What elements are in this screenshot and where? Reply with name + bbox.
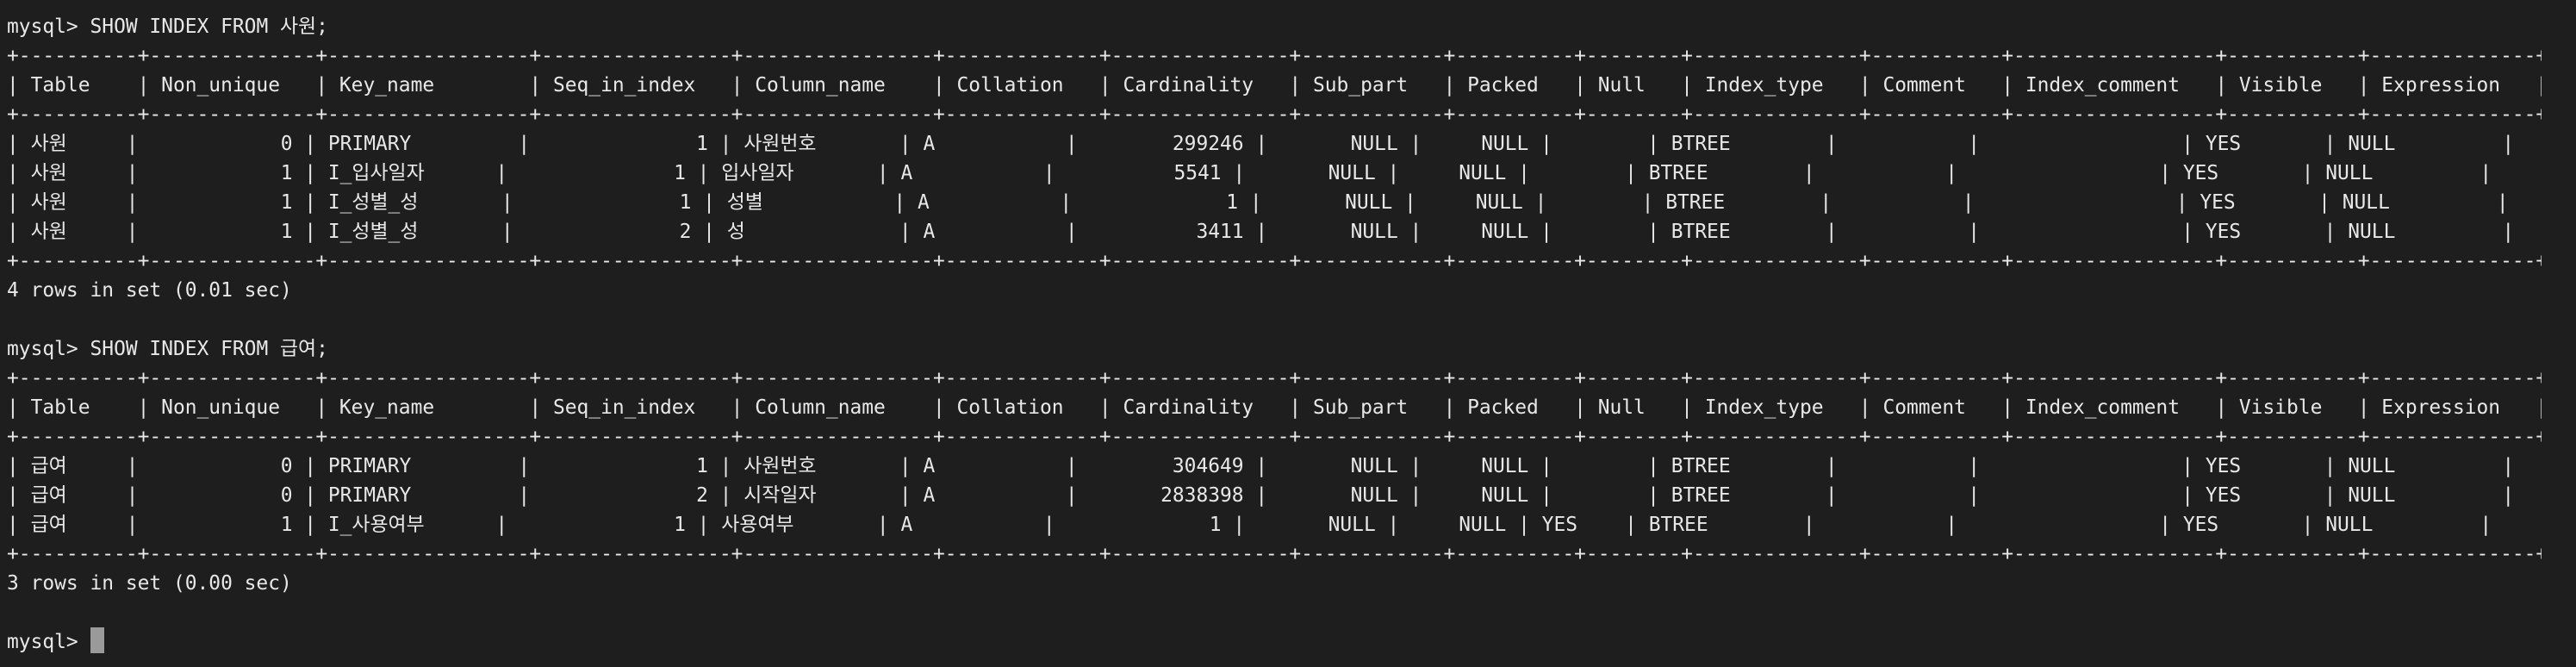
table-border: +----------+--------------+-------------… [7,426,2542,448]
text-cursor[interactable] [90,627,104,653]
table-row: | 사원 | 1 | I_입사일자 | 1 | 입사일자 | A | 5541 … [7,162,2492,184]
table-row: | 급여 | 0 | PRIMARY | 1 | 사원번호 | A | 3046… [7,455,2515,477]
table-row: | 급여 | 1 | I_사용여부 | 1 | 사용여부 | A | 1 | N… [7,514,2492,536]
input-line: mysql> [7,627,2542,657]
prompt: mysql> [7,16,78,38]
prompt: mysql> [7,338,78,360]
table-header: | Table | Non_unique | Key_name | Seq_in… [7,74,2542,97]
sql-command: SHOW INDEX FROM 급여; [90,338,328,360]
terminal-output: mysql> SHOW INDEX FROM 사원; +----------+--… [7,12,2542,657]
blank-line [7,598,2542,627]
table-row: | 사원 | 0 | PRIMARY | 1 | 사원번호 | A | 2992… [7,133,2515,155]
table-border: +----------+--------------+-------------… [7,45,2542,67]
table-row: | 사원 | 1 | I_성별_성 | 1 | 성별 | A | 1 | NUL… [7,191,2509,214]
result-summary: 3 rows in set (0.00 sec) [7,572,292,595]
sql-command: SHOW INDEX FROM 사원; [90,16,328,38]
table-border: +----------+--------------+-------------… [7,543,2542,565]
prompt: mysql> [7,631,78,653]
table-border: +----------+--------------+-------------… [7,367,2542,390]
command-line: mysql> SHOW INDEX FROM 사원; [7,12,2542,41]
result-summary: 4 rows in set (0.01 sec) [7,279,292,302]
table-border: +----------+--------------+-------------… [7,250,2542,272]
command-line: mysql> SHOW INDEX FROM 급여; [7,334,2542,364]
table-border: +----------+--------------+-------------… [7,103,2542,126]
blank-line [7,305,2542,334]
table-row: | 사원 | 1 | I_성별_성 | 2 | 성 | A | 3411 | N… [7,221,2515,243]
table-header: | Table | Non_unique | Key_name | Seq_in… [7,396,2542,419]
table-row: | 급여 | 0 | PRIMARY | 2 | 시작일자 | A | 2838… [7,484,2515,507]
